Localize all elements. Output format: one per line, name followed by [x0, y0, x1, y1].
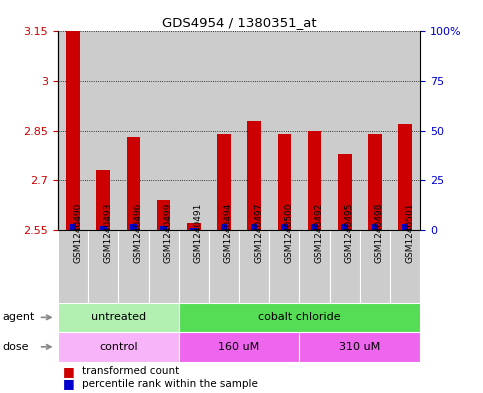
Text: GSM1240501: GSM1240501 — [405, 202, 414, 263]
Bar — [402, 224, 409, 230]
Bar — [239, 230, 270, 303]
Bar — [58, 230, 88, 303]
Bar — [100, 226, 107, 230]
Bar — [118, 31, 149, 230]
Bar — [308, 130, 321, 230]
Bar — [58, 332, 179, 362]
Text: GSM1240498: GSM1240498 — [375, 203, 384, 263]
Bar — [398, 124, 412, 230]
Bar — [58, 303, 179, 332]
Text: GSM1240490: GSM1240490 — [73, 203, 82, 263]
Text: untreated: untreated — [91, 312, 146, 322]
Bar — [149, 230, 179, 303]
Bar — [281, 224, 288, 230]
Bar — [251, 224, 257, 230]
Bar — [127, 137, 140, 230]
Text: GSM1240497: GSM1240497 — [254, 203, 263, 263]
Bar — [338, 154, 352, 230]
Bar — [58, 31, 88, 230]
Bar — [88, 31, 118, 230]
Bar — [299, 332, 420, 362]
Bar — [97, 170, 110, 230]
Text: GSM1240492: GSM1240492 — [314, 203, 324, 263]
Text: ■: ■ — [63, 377, 74, 390]
Text: GSM1240500: GSM1240500 — [284, 202, 293, 263]
Bar — [70, 224, 76, 230]
Bar — [390, 31, 420, 230]
Text: 310 uM: 310 uM — [339, 342, 381, 352]
Text: GSM1240499: GSM1240499 — [164, 203, 172, 263]
Bar — [360, 31, 390, 230]
Text: GSM1240495: GSM1240495 — [345, 203, 354, 263]
Bar — [179, 303, 420, 332]
Bar — [299, 230, 330, 303]
Bar — [179, 332, 299, 362]
Bar — [221, 224, 227, 230]
Bar — [299, 31, 330, 230]
Bar — [270, 230, 299, 303]
Bar — [368, 134, 382, 230]
Bar — [217, 134, 231, 230]
Text: 160 uM: 160 uM — [218, 342, 260, 352]
Bar — [390, 230, 420, 303]
Text: transformed count: transformed count — [82, 366, 179, 376]
Bar — [179, 230, 209, 303]
Text: control: control — [99, 342, 138, 352]
Bar — [311, 224, 318, 230]
Bar — [179, 31, 209, 230]
Text: GSM1240496: GSM1240496 — [133, 203, 142, 263]
Bar — [157, 200, 170, 230]
Text: GSM1240491: GSM1240491 — [194, 203, 203, 263]
Bar — [341, 224, 348, 230]
Bar — [330, 230, 360, 303]
Bar — [239, 31, 270, 230]
Bar — [190, 228, 197, 230]
Text: dose: dose — [2, 342, 29, 352]
Text: cobalt chloride: cobalt chloride — [258, 312, 341, 322]
Text: GSM1240493: GSM1240493 — [103, 203, 112, 263]
Bar — [118, 230, 149, 303]
Text: GSM1240494: GSM1240494 — [224, 203, 233, 263]
Bar — [149, 31, 179, 230]
Bar — [187, 223, 200, 230]
Bar — [209, 31, 239, 230]
Text: ■: ■ — [63, 365, 74, 378]
Bar — [160, 226, 167, 230]
Bar — [330, 31, 360, 230]
Bar — [247, 121, 261, 230]
Bar — [66, 11, 80, 230]
Bar — [209, 230, 239, 303]
Text: percentile rank within the sample: percentile rank within the sample — [82, 378, 258, 389]
Bar — [371, 224, 378, 230]
Bar — [88, 230, 118, 303]
Text: agent: agent — [2, 312, 35, 322]
Bar — [270, 31, 299, 230]
Bar — [360, 230, 390, 303]
Title: GDS4954 / 1380351_at: GDS4954 / 1380351_at — [162, 16, 316, 29]
Bar — [278, 134, 291, 230]
Bar — [130, 224, 137, 230]
